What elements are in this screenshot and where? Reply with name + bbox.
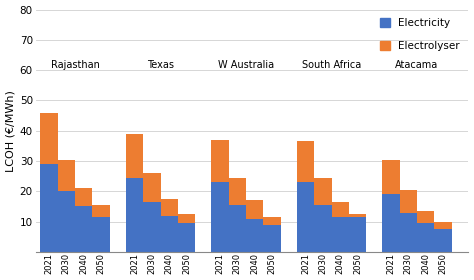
Bar [143, 202, 161, 252]
Bar [331, 217, 349, 252]
Bar [400, 213, 417, 252]
Bar [92, 205, 110, 217]
Bar [211, 182, 228, 252]
Bar [331, 202, 349, 217]
Bar [75, 188, 92, 206]
Bar [383, 160, 400, 194]
Text: South Africa: South Africa [302, 60, 361, 70]
Bar [349, 217, 366, 252]
Bar [383, 194, 400, 252]
Bar [40, 113, 58, 164]
Text: Rajasthan: Rajasthan [51, 60, 100, 70]
Text: Texas: Texas [147, 60, 174, 70]
Bar [92, 217, 110, 252]
Bar [161, 199, 178, 216]
Bar [40, 164, 58, 252]
Y-axis label: LCOH (€/MWh): LCOH (€/MWh) [6, 90, 16, 172]
Bar [178, 214, 195, 223]
Bar [264, 225, 281, 252]
Bar [246, 200, 264, 219]
Bar [434, 229, 452, 252]
Bar [211, 140, 228, 182]
Text: Atacama: Atacama [395, 60, 438, 70]
Bar [58, 160, 75, 191]
Bar [178, 223, 195, 252]
Bar [143, 173, 161, 202]
Bar [161, 216, 178, 252]
Bar [434, 222, 452, 229]
Bar [264, 217, 281, 225]
Bar [297, 182, 314, 252]
Bar [228, 178, 246, 205]
Legend: Electricity, Electrolyser: Electricity, Electrolyser [377, 15, 463, 54]
Text: W Australia: W Australia [218, 60, 274, 70]
Bar [400, 190, 417, 213]
Bar [314, 178, 331, 205]
Bar [297, 141, 314, 182]
Bar [126, 178, 143, 252]
Bar [314, 205, 331, 252]
Bar [58, 191, 75, 252]
Bar [349, 214, 366, 217]
Bar [417, 211, 434, 223]
Bar [228, 205, 246, 252]
Bar [246, 219, 264, 252]
Bar [126, 134, 143, 178]
Bar [75, 206, 92, 252]
Bar [417, 223, 434, 252]
